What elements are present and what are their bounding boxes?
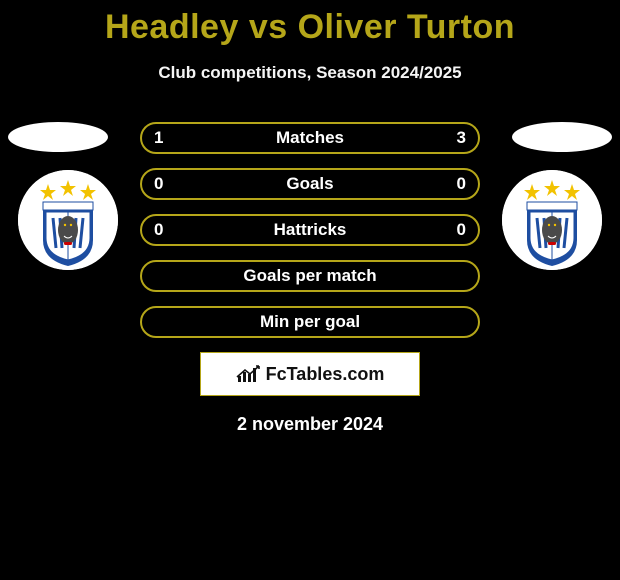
left-club-crest [18, 170, 118, 270]
club-crest-icon [502, 170, 602, 270]
date-text: 2 november 2024 [0, 414, 620, 435]
stat-left-value: 0 [154, 174, 163, 194]
stat-left-value: 0 [154, 220, 163, 240]
stat-label: Goals per match [243, 266, 376, 286]
stat-row-matches: 1 Matches 3 [140, 122, 480, 154]
right-club-crest [502, 170, 602, 270]
brand-box: FcTables.com [200, 352, 420, 396]
bar-chart-icon [236, 364, 262, 384]
stat-label: Hattricks [274, 220, 347, 240]
club-crest-icon [18, 170, 118, 270]
stat-left-value: 1 [154, 128, 163, 148]
stat-rows: 1 Matches 3 0 Goals 0 0 Hattricks 0 Goal… [140, 122, 480, 338]
stat-label: Min per goal [260, 312, 360, 332]
comparison-panel: 1 Matches 3 0 Goals 0 0 Hattricks 0 Goal… [0, 122, 620, 435]
stat-right-value: 0 [457, 220, 466, 240]
stat-row-min-per-goal: Min per goal [140, 306, 480, 338]
subtitle: Club competitions, Season 2024/2025 [0, 63, 620, 83]
stat-row-goals-per-match: Goals per match [140, 260, 480, 292]
stat-row-hattricks: 0 Hattricks 0 [140, 214, 480, 246]
stat-label: Matches [276, 128, 344, 148]
brand-text: FcTables.com [266, 364, 385, 385]
stat-right-value: 3 [457, 128, 466, 148]
brand: FcTables.com [236, 364, 385, 385]
right-player-badge [512, 122, 612, 152]
stat-label: Goals [286, 174, 333, 194]
page-title: Headley vs Oliver Turton [0, 0, 620, 47]
left-player-badge [8, 122, 108, 152]
stat-right-value: 0 [457, 174, 466, 194]
stat-row-goals: 0 Goals 0 [140, 168, 480, 200]
